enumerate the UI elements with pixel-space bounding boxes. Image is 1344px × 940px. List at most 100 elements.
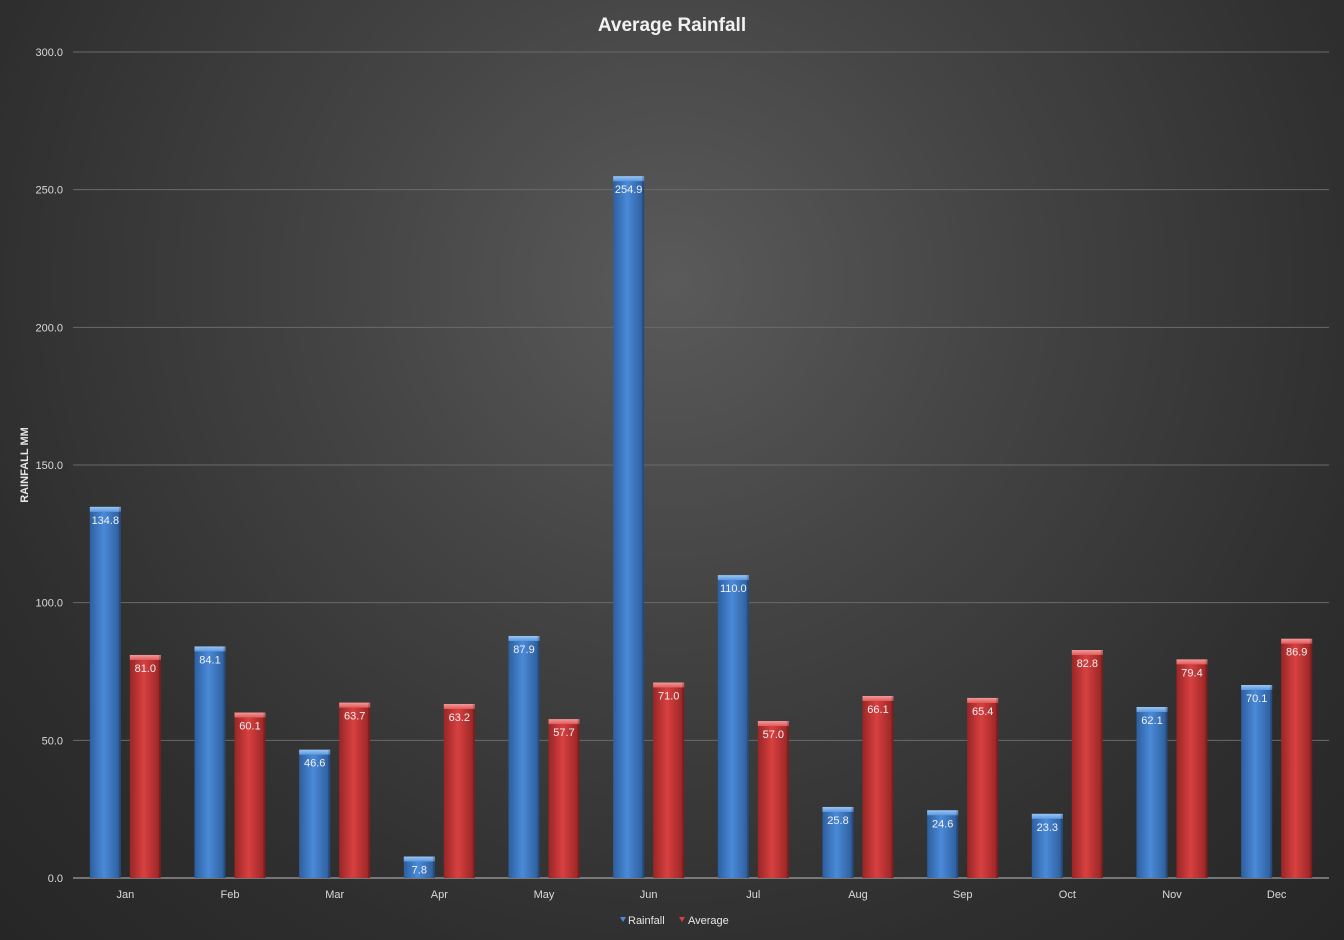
bar-edge-shade [786, 721, 789, 878]
bar-top-bevel [757, 721, 789, 727]
bar-rainfall [194, 646, 226, 878]
bar-average [757, 721, 789, 878]
legend-item-average[interactable]: Average [679, 915, 729, 927]
bar-top-bevel [967, 697, 999, 703]
bar-average [1176, 659, 1208, 878]
x-tick-label: Dec [1267, 889, 1287, 901]
bar-edge-shade [1060, 813, 1063, 878]
bar-group-average[interactable]: 63.7 [339, 702, 371, 878]
x-tick-label: Jun [640, 889, 658, 901]
bar-group-average[interactable]: 71.0 [653, 682, 685, 878]
bar-group-rainfall[interactable]: 110.0 [717, 575, 749, 878]
bar-edge-shade [851, 806, 854, 878]
data-label-average: 63.7 [344, 711, 365, 723]
bar-top-bevel [299, 749, 331, 755]
bar-group-rainfall[interactable]: 7.8 [403, 856, 435, 878]
bar-edge-shade [1205, 659, 1208, 878]
data-label-average: 65.4 [972, 706, 993, 718]
bar-top-bevel [613, 176, 645, 182]
bar-group-rainfall[interactable]: 134.8 [89, 506, 121, 878]
legend-label-average: Average [688, 915, 729, 927]
data-label-average: 71.0 [658, 691, 679, 703]
bar-group-average[interactable]: 65.4 [967, 697, 999, 878]
bar-edge-shade [996, 697, 999, 878]
bar-group-average[interactable]: 60.1 [234, 712, 266, 878]
bar-edge-shade [682, 682, 685, 878]
y-axis-title: RAINFALL MM [19, 427, 31, 503]
bar-group-average[interactable]: 86.9 [1281, 638, 1313, 878]
bar-top-bevel [548, 719, 580, 725]
bar-average [1281, 638, 1313, 878]
bar-average [862, 696, 894, 878]
bar-group-rainfall[interactable]: 254.9 [613, 176, 645, 878]
bar-top-bevel [508, 635, 540, 641]
bar-group-average[interactable]: 82.8 [1071, 650, 1103, 878]
x-tick-label: Jul [746, 889, 760, 901]
x-tick-label: Aug [848, 889, 868, 901]
data-label-average: 57.0 [763, 729, 784, 741]
bar-group-average[interactable]: 57.7 [548, 719, 580, 878]
x-tick-label: Apr [431, 889, 448, 901]
bar-group-average[interactable]: 63.2 [443, 703, 475, 878]
x-tick-label: Feb [221, 889, 240, 901]
bar-rainfall [1136, 707, 1168, 878]
bar-group-rainfall[interactable]: 24.6 [927, 810, 959, 878]
bar-top-bevel [443, 703, 475, 709]
bar-edge-shade [1310, 638, 1313, 878]
bar-top-bevel [1281, 638, 1313, 644]
bar-group-average[interactable]: 57.0 [757, 721, 789, 878]
data-label-rainfall: 25.8 [827, 815, 848, 827]
bar-group-rainfall[interactable]: 23.3 [1031, 813, 1063, 878]
bar-average [339, 702, 371, 878]
bar-edge-shade [537, 635, 540, 878]
y-axis-ticks: 0.0 50.0 100.0 150.0 200.0 250.0 300.0 [35, 47, 63, 885]
bar-average [967, 697, 999, 878]
bar-edge-shade [368, 702, 371, 878]
legend-marker-average [679, 917, 685, 922]
bar-group-average[interactable]: 81.0 [129, 654, 161, 878]
bar-top-bevel [1136, 707, 1168, 713]
data-label-average: 63.2 [449, 712, 470, 724]
bar-group-rainfall[interactable]: 70.1 [1241, 684, 1273, 878]
x-tick-label: May [534, 889, 555, 901]
bar-edge-shade [746, 575, 749, 878]
bar-rainfall [299, 749, 331, 878]
data-label-average: 66.1 [867, 704, 888, 716]
bar-top-bevel [89, 506, 121, 512]
data-label-rainfall: 23.3 [1037, 822, 1058, 834]
bar-group-rainfall[interactable]: 46.6 [299, 749, 331, 878]
legend-marker-rainfall [620, 917, 626, 922]
bar-edge-shade [328, 749, 331, 878]
bars: 134.8 81.0 84.1 60.1 46.6 63.7 7.8 63.2 87.9 57.7… [89, 176, 1313, 878]
data-label-average: 57.7 [553, 727, 574, 739]
data-label-average: 81.0 [135, 663, 156, 675]
x-axis-ticks: Jan Feb Mar Apr May Jun Jul Aug Sep Oct Nov Dec [116, 889, 1286, 901]
data-label-average: 79.4 [1181, 667, 1202, 679]
data-label-rainfall: 62.1 [1141, 715, 1162, 727]
data-label-rainfall: 134.8 [92, 515, 120, 527]
bar-edge-shade [642, 176, 645, 878]
y-tick-label: 200.0 [35, 322, 63, 334]
bar-group-rainfall[interactable]: 25.8 [822, 806, 854, 878]
legend-item-rainfall[interactable]: Rainfall [620, 915, 665, 927]
bar-average [129, 654, 161, 878]
bar-edge-shade [891, 696, 894, 878]
chart-title: Average Rainfall [598, 15, 746, 36]
bar-group-rainfall[interactable]: 87.9 [508, 635, 540, 878]
bar-edge-shade [1165, 707, 1168, 878]
data-label-rainfall: 7.8 [412, 865, 427, 877]
bar-rainfall [508, 635, 540, 878]
bar-group-rainfall[interactable]: 84.1 [194, 646, 226, 878]
bar-group-average[interactable]: 79.4 [1176, 659, 1208, 878]
data-label-rainfall: 87.9 [513, 644, 534, 656]
bar-edge-shade [158, 654, 161, 878]
y-tick-label: 100.0 [35, 598, 63, 610]
bar-top-bevel [1031, 813, 1063, 819]
bar-top-bevel [194, 646, 226, 652]
bar-group-average[interactable]: 66.1 [862, 696, 894, 878]
data-label-average: 60.1 [239, 721, 260, 733]
legend-label-rainfall: Rainfall [628, 915, 665, 927]
bar-edge-shade [1270, 684, 1273, 878]
data-label-rainfall: 46.6 [304, 758, 325, 770]
bar-group-rainfall[interactable]: 62.1 [1136, 707, 1168, 878]
